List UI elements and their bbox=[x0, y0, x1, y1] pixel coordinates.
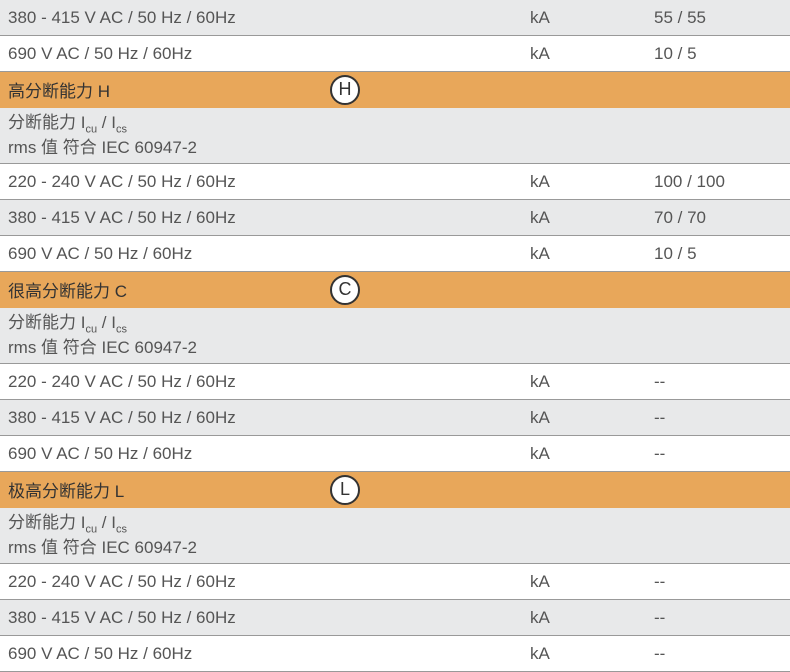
row-value: 10 / 5 bbox=[650, 44, 790, 64]
row-unit: kA bbox=[530, 608, 650, 628]
section-header: 极高分断能力 L L bbox=[0, 472, 790, 508]
row-label: 380 - 415 V AC / 50 Hz / 60Hz bbox=[0, 8, 330, 28]
row-value: 70 / 70 bbox=[650, 208, 790, 228]
row-unit: kA bbox=[530, 244, 650, 264]
table-row: 690 V AC / 50 Hz / 60Hz kA -- bbox=[0, 636, 790, 672]
row-label: 220 - 240 V AC / 50 Hz / 60Hz bbox=[0, 372, 330, 392]
row-value: -- bbox=[650, 372, 790, 392]
row-unit: kA bbox=[530, 8, 650, 28]
row-value: 55 / 55 bbox=[650, 8, 790, 28]
row-label: 380 - 415 V AC / 50 Hz / 60Hz bbox=[0, 608, 330, 628]
row-value: -- bbox=[650, 444, 790, 464]
table-row: 分断能力 Icu / Ics rms 值 符合 IEC 60947-2 bbox=[0, 308, 790, 364]
table-row: 220 - 240 V AC / 50 Hz / 60Hz kA 100 / 1… bbox=[0, 164, 790, 200]
row-unit: kA bbox=[530, 572, 650, 592]
table-row: 380 - 415 V AC / 50 Hz / 60Hz kA -- bbox=[0, 400, 790, 436]
row-label: 380 - 415 V AC / 50 Hz / 60Hz bbox=[0, 408, 330, 428]
row-label: 分断能力 Icu / Ics rms 值 符合 IEC 60947-2 bbox=[0, 512, 197, 559]
row-unit: kA bbox=[530, 44, 650, 64]
section-header: 高分断能力 H H bbox=[0, 72, 790, 108]
table-row: 690 V AC / 50 Hz / 60Hz kA 10 / 5 bbox=[0, 236, 790, 272]
table-row: 220 - 240 V AC / 50 Hz / 60Hz kA -- bbox=[0, 364, 790, 400]
row-label: 380 - 415 V AC / 50 Hz / 60Hz bbox=[0, 208, 330, 228]
row-unit: kA bbox=[530, 408, 650, 428]
row-value: -- bbox=[650, 644, 790, 664]
row-label: 分断能力 Icu / Ics rms 值 符合 IEC 60947-2 bbox=[0, 112, 197, 159]
row-value: -- bbox=[650, 608, 790, 628]
letter-L-icon: L bbox=[330, 475, 360, 505]
row-value: 10 / 5 bbox=[650, 244, 790, 264]
table-row: 220 - 240 V AC / 50 Hz / 60Hz kA -- bbox=[0, 564, 790, 600]
table-row: 380 - 415 V AC / 50 Hz / 60Hz kA 55 / 55 bbox=[0, 0, 790, 36]
table-row: 分断能力 Icu / Ics rms 值 符合 IEC 60947-2 bbox=[0, 508, 790, 564]
section-title: 很高分断能力 C bbox=[0, 277, 330, 302]
spec-table: 380 - 415 V AC / 50 Hz / 60Hz kA 55 / 55… bbox=[0, 0, 790, 672]
table-row: 380 - 415 V AC / 50 Hz / 60Hz kA 70 / 70 bbox=[0, 200, 790, 236]
row-label: 690 V AC / 50 Hz / 60Hz bbox=[0, 444, 330, 464]
letter-C-icon: C bbox=[330, 275, 360, 305]
row-label: 690 V AC / 50 Hz / 60Hz bbox=[0, 644, 330, 664]
row-label: 690 V AC / 50 Hz / 60Hz bbox=[0, 244, 330, 264]
section-title: 极高分断能力 L bbox=[0, 477, 330, 502]
row-unit: kA bbox=[530, 372, 650, 392]
table-row: 380 - 415 V AC / 50 Hz / 60Hz kA -- bbox=[0, 600, 790, 636]
row-unit: kA bbox=[530, 172, 650, 192]
row-value: 100 / 100 bbox=[650, 172, 790, 192]
row-label: 220 - 240 V AC / 50 Hz / 60Hz bbox=[0, 572, 330, 592]
table-row: 分断能力 Icu / Ics rms 值 符合 IEC 60947-2 bbox=[0, 108, 790, 164]
letter-H-icon: H bbox=[330, 75, 360, 105]
row-unit: kA bbox=[530, 208, 650, 228]
row-label: 690 V AC / 50 Hz / 60Hz bbox=[0, 44, 330, 64]
table-row: 690 V AC / 50 Hz / 60Hz kA 10 / 5 bbox=[0, 36, 790, 72]
row-value: -- bbox=[650, 572, 790, 592]
table-row: 690 V AC / 50 Hz / 60Hz kA -- bbox=[0, 436, 790, 472]
row-unit: kA bbox=[530, 644, 650, 664]
section-title: 高分断能力 H bbox=[0, 77, 330, 102]
row-value: -- bbox=[650, 408, 790, 428]
row-label: 分断能力 Icu / Ics rms 值 符合 IEC 60947-2 bbox=[0, 312, 197, 359]
row-label: 220 - 240 V AC / 50 Hz / 60Hz bbox=[0, 172, 330, 192]
section-header: 很高分断能力 C C bbox=[0, 272, 790, 308]
row-unit: kA bbox=[530, 444, 650, 464]
